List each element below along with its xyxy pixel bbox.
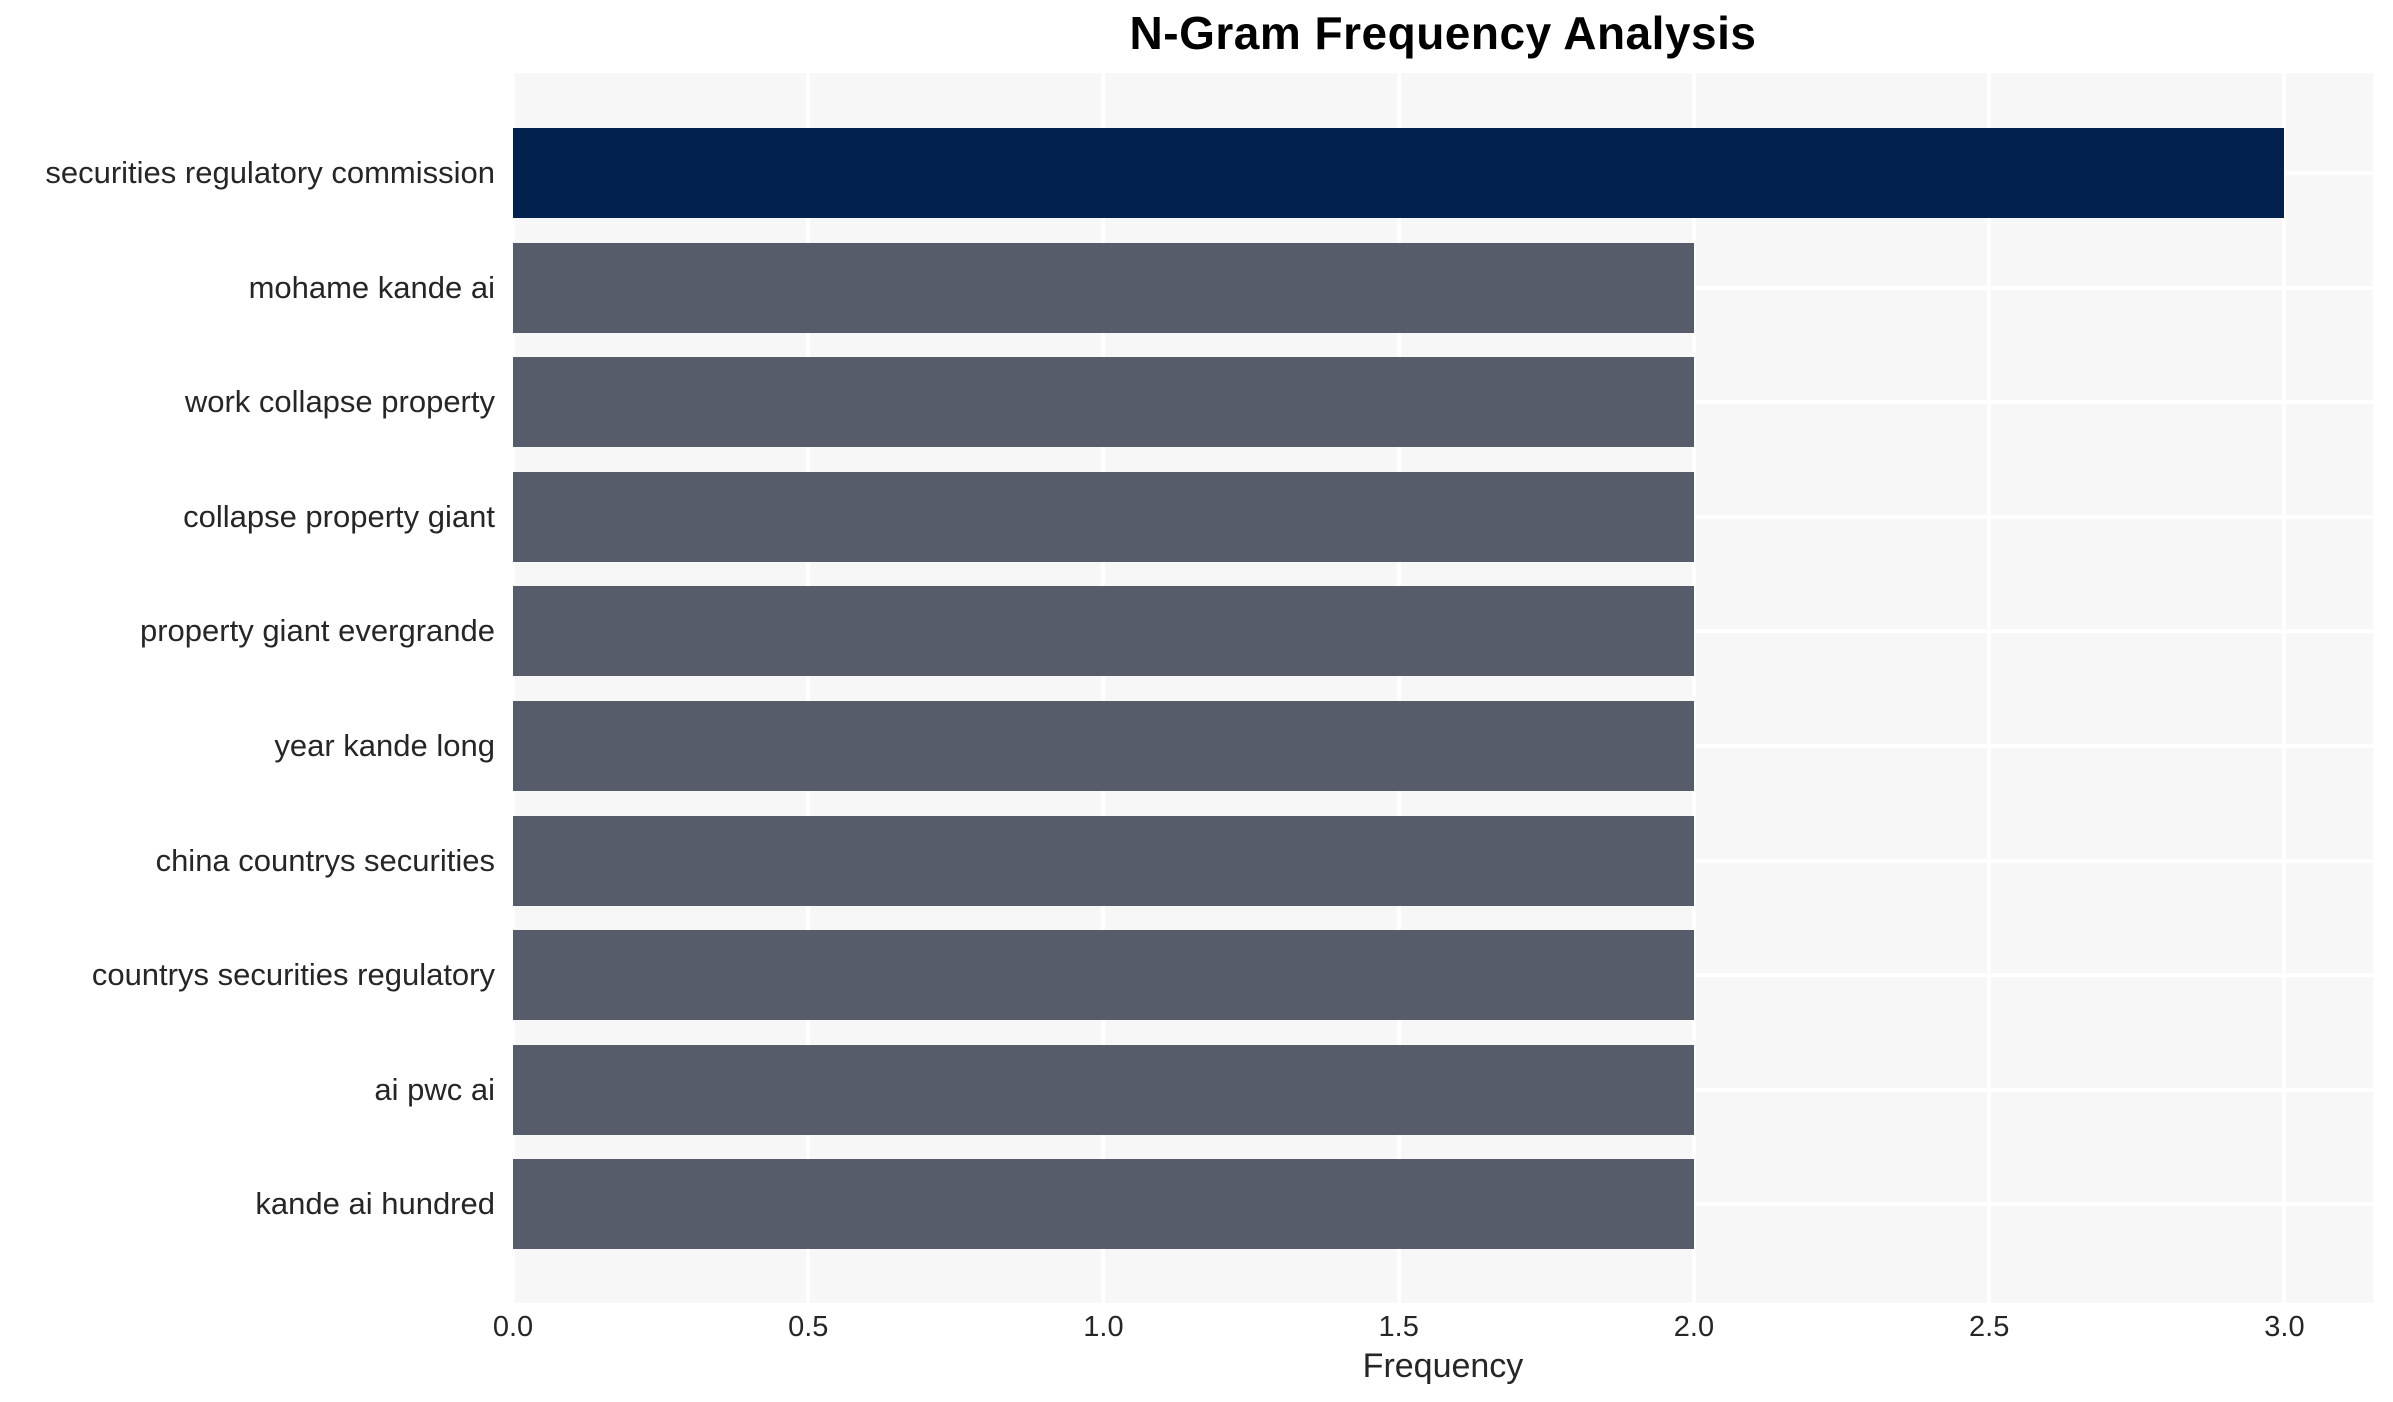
bar: [513, 1159, 1694, 1250]
x-tick-label: 2.5: [1969, 1311, 2010, 1343]
x-tick-label: 1.5: [1378, 1311, 1419, 1343]
y-tick-label: collapse property giant: [183, 498, 495, 534]
y-tick-label: ai pwc ai: [374, 1071, 495, 1107]
x-gridline: [2282, 73, 2287, 1303]
bar: [513, 242, 1694, 333]
y-tick-label: china countrys securities: [155, 842, 495, 878]
y-tick-label: mohame kande ai: [248, 269, 495, 305]
bar: [513, 700, 1694, 791]
y-tick-label: property giant evergrande: [139, 613, 495, 649]
x-tick-label: 3.0: [2264, 1311, 2305, 1343]
bar: [513, 1044, 1694, 1135]
plot-area: [511, 73, 2373, 1303]
bar: [513, 471, 1694, 562]
x-gridline: [806, 73, 811, 1303]
y-tick-label: year kande long: [274, 727, 495, 763]
x-gridline: [511, 73, 515, 1303]
x-axis-title: Frequency: [1362, 1347, 1524, 1385]
y-tick-label: securities regulatory commission: [45, 154, 495, 190]
x-axis-ticks: 0.0 0.5 1.0 1.5 2.0 2.5 3.0: [493, 1303, 2373, 1349]
x-tick-label: 0.0: [492, 1311, 534, 1343]
x-gridline: [1691, 73, 1696, 1303]
bar: [513, 930, 1694, 1021]
x-tick-label: 1.0: [1083, 1311, 1124, 1343]
x-gridline: [1101, 73, 1106, 1303]
y-tick-label: kande ai hundred: [255, 1186, 495, 1222]
y-tick-label: work collapse property: [184, 384, 495, 420]
bar: [513, 357, 1694, 448]
bar: [513, 586, 1694, 677]
y-axis-labels: securities regulatory commission mohame k…: [0, 73, 503, 1303]
x-tick-label: 2.0: [1673, 1311, 1715, 1343]
bar: [513, 127, 2285, 218]
bar: [513, 815, 1694, 906]
x-tick-label: 0.5: [788, 1311, 829, 1343]
x-gridline: [1396, 73, 1401, 1303]
chart-title: N-Gram Frequency Analysis: [1129, 7, 1757, 59]
y-tick-label: countrys securities regulatory: [91, 957, 495, 993]
x-gridline: [1987, 73, 1992, 1303]
